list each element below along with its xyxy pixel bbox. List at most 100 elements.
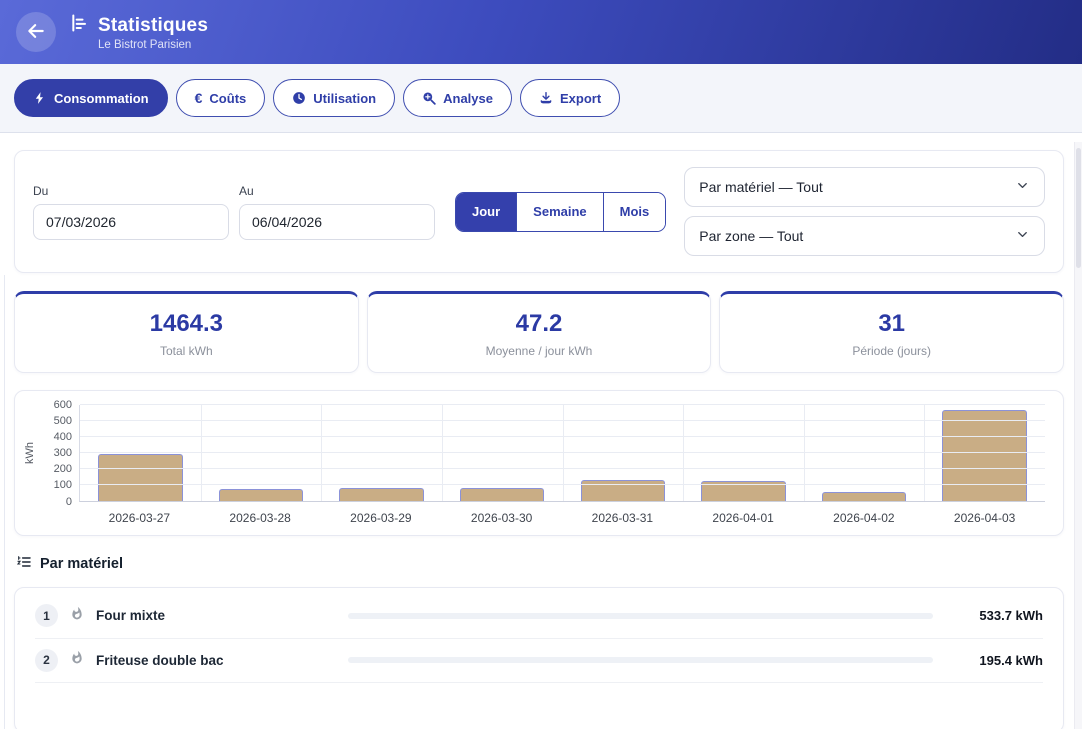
chart-bar[interactable] bbox=[580, 479, 666, 501]
tab-analyse[interactable]: Analyse bbox=[403, 79, 512, 117]
material-name: Friteuse double bac bbox=[96, 652, 224, 668]
main-content: Du Au Jour Semaine Mois Par matériel — T… bbox=[0, 133, 1082, 729]
tab-utilisation[interactable]: Utilisation bbox=[273, 79, 396, 117]
tab-couts[interactable]: € Coûts bbox=[175, 79, 266, 117]
chart-column bbox=[563, 405, 684, 501]
stat-card-average: 47.2 Moyenne / jour kWh bbox=[366, 291, 712, 373]
chart-column bbox=[80, 405, 201, 501]
y-tick-label: 200 bbox=[53, 463, 72, 476]
date-from-input[interactable] bbox=[33, 203, 229, 240]
gridline bbox=[200, 404, 202, 501]
date-to-field: Au bbox=[239, 184, 435, 240]
rank-badge: 2 bbox=[35, 648, 58, 672]
chart-bar[interactable] bbox=[821, 491, 907, 501]
tab-export[interactable]: Export bbox=[519, 79, 621, 117]
y-tick-label: 500 bbox=[53, 414, 72, 427]
flame-icon bbox=[70, 650, 84, 670]
x-tick-label: 2026-03-28 bbox=[229, 510, 291, 525]
material-select[interactable]: Par matériel — Tout bbox=[684, 167, 1045, 207]
tab-consommation[interactable]: Consommation bbox=[14, 79, 168, 117]
zoom-in-icon bbox=[422, 91, 436, 105]
x-tick-label: 2026-04-01 bbox=[712, 510, 774, 525]
material-select-value: Par matériel — Tout bbox=[699, 179, 823, 195]
panel-edge-divider bbox=[4, 275, 5, 729]
numbered-list-icon bbox=[16, 554, 32, 575]
list-item: 1 Four mixte 533.7 kWh bbox=[35, 594, 1043, 638]
chart-bar[interactable] bbox=[701, 481, 786, 501]
scrollbar[interactable] bbox=[1074, 142, 1082, 729]
rank-badge: 1 bbox=[35, 604, 58, 628]
chart-column bbox=[924, 405, 1045, 501]
y-tick-label: 400 bbox=[53, 430, 72, 443]
x-tick-label: 2026-04-03 bbox=[953, 510, 1016, 525]
tab-label: Utilisation bbox=[313, 90, 377, 106]
x-axis-labels: 2026-03-27 2026-03-28 2026-03-29 2026-03-30… bbox=[79, 502, 1045, 525]
y-axis-title: kWh bbox=[24, 442, 36, 465]
gridline bbox=[803, 404, 805, 501]
y-tick-label: 600 bbox=[53, 398, 72, 411]
tab-label: Consommation bbox=[54, 90, 149, 106]
back-button[interactable] bbox=[16, 12, 56, 52]
section-title: Par matériel bbox=[40, 556, 124, 573]
stat-card-period: 31 Période (jours) bbox=[719, 291, 1065, 373]
gridline bbox=[80, 403, 1045, 405]
chart-column bbox=[442, 405, 563, 501]
x-tick-label: 2026-04-02 bbox=[833, 510, 895, 525]
material-value: 195.4 kWh bbox=[979, 652, 1043, 668]
tab-label: Analyse bbox=[443, 90, 493, 106]
y-tick-label: 300 bbox=[53, 447, 72, 460]
chart-bar[interactable] bbox=[339, 487, 424, 501]
chevron-down-icon bbox=[1015, 227, 1030, 245]
chart-bars bbox=[80, 405, 1045, 501]
filters-card: Du Au Jour Semaine Mois Par matériel — T… bbox=[14, 150, 1064, 273]
flame-icon bbox=[70, 606, 84, 626]
stat-value: 31 bbox=[878, 310, 906, 337]
chart-bar[interactable] bbox=[459, 488, 545, 501]
chart-bar[interactable] bbox=[942, 410, 1027, 501]
page-subtitle: Le Bistrot Parisien bbox=[98, 39, 192, 51]
bar-chart-icon bbox=[70, 13, 90, 38]
stat-label: Moyenne / jour kWh bbox=[485, 343, 593, 358]
progress-bar bbox=[348, 612, 933, 619]
y-tick-label: 0 bbox=[65, 495, 72, 508]
date-to-input[interactable] bbox=[239, 203, 435, 240]
chevron-down-icon bbox=[1015, 178, 1030, 196]
euro-icon: € bbox=[194, 90, 203, 106]
scrollbar-thumb[interactable] bbox=[1076, 148, 1081, 268]
material-value: 533.7 kWh bbox=[979, 608, 1043, 624]
stats-row: 1464.3 Total kWh 47.2 Moyenne / jour kWh… bbox=[14, 291, 1065, 373]
stat-label: Total kWh bbox=[159, 343, 213, 358]
date-from-field: Du bbox=[33, 184, 229, 240]
date-from-label: Du bbox=[33, 183, 49, 198]
lightning-icon bbox=[33, 91, 47, 105]
gridline bbox=[924, 404, 926, 501]
gridline bbox=[321, 404, 323, 501]
date-to-label: Au bbox=[239, 183, 254, 198]
progress-bar bbox=[348, 657, 933, 664]
granularity-jour-button[interactable]: Jour bbox=[456, 192, 517, 231]
chart-bar[interactable] bbox=[98, 454, 183, 501]
granularity-toggle: Jour Semaine Mois bbox=[455, 191, 667, 232]
granularity-semaine-button[interactable]: Semaine bbox=[516, 192, 603, 231]
list-item: 2 Friteuse double bac 195.4 kWh bbox=[35, 637, 1043, 682]
chart-column bbox=[804, 405, 925, 501]
stat-value: 47.2 bbox=[515, 310, 563, 337]
tab-bar: Consommation € Coûts Utilisation Analyse… bbox=[0, 64, 1082, 133]
title-block: Statistiques Le Bistrot Parisien bbox=[70, 13, 208, 51]
stat-value: 1464.3 bbox=[149, 310, 224, 337]
y-tick-label: 100 bbox=[53, 479, 72, 492]
gridline bbox=[683, 404, 685, 501]
download-icon bbox=[539, 91, 553, 105]
stat-label: Période (jours) bbox=[852, 343, 932, 358]
app-header: Statistiques Le Bistrot Parisien bbox=[0, 0, 1082, 64]
chart-column bbox=[201, 405, 322, 501]
chart-bar[interactable] bbox=[218, 489, 304, 501]
x-tick-label: 2026-03-27 bbox=[108, 510, 171, 525]
material-name: Four mixte bbox=[96, 608, 166, 624]
tab-label: Coûts bbox=[209, 90, 247, 106]
x-tick-label: 2026-03-30 bbox=[470, 510, 533, 525]
x-tick-label: 2026-03-29 bbox=[350, 510, 412, 525]
zone-select[interactable]: Par zone — Tout bbox=[684, 216, 1045, 256]
granularity-mois-button[interactable]: Mois bbox=[602, 192, 666, 231]
page-title: Statistiques bbox=[98, 14, 209, 36]
